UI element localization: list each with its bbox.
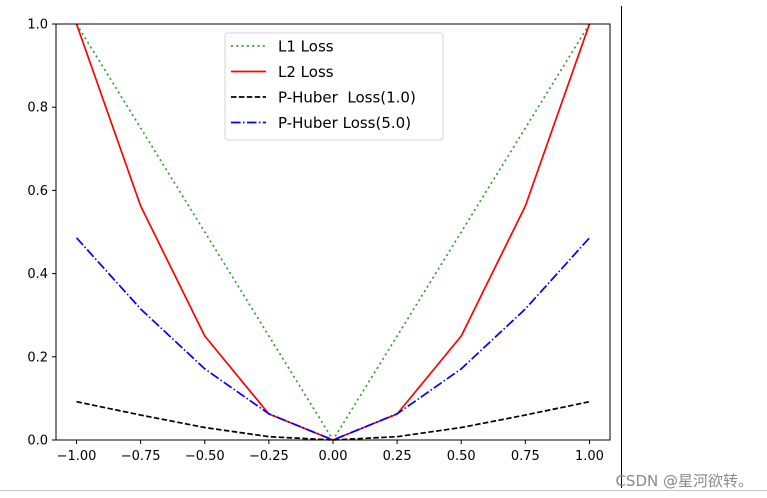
legend-label-4: P-Huber Loss(5.0): [278, 114, 411, 132]
x-tick-label: −0.25: [249, 449, 289, 464]
axes-layer: −1.00 −0.75 −0.50 −0.25 0.00 0.25 0.50 0.75 1.00…: [27, 18, 611, 464]
x-tick-label: 0.25: [383, 449, 412, 464]
x-tick-label: −1.00: [57, 449, 97, 464]
y-tick-label: 0.0: [27, 434, 48, 449]
y-tick-label: 0.4: [27, 267, 48, 282]
x-tick-label: 1.00: [575, 449, 604, 464]
x-tick-label: −0.75: [121, 449, 161, 464]
page-divider-vertical: [621, 6, 622, 488]
x-tick-label: 0.00: [319, 449, 348, 464]
series-line-3: [76, 400, 590, 441]
legend-box: [224, 32, 444, 141]
x-tick-label: 0.50: [447, 449, 476, 464]
y-tick-label: 0.8: [27, 101, 48, 116]
legend-label-2: L2 Loss: [278, 63, 334, 81]
csdn-watermark: CSDN @星河欲转。: [615, 472, 753, 490]
x-tick-label: 0.75: [511, 449, 540, 464]
y-tick-label: 1.0: [27, 18, 48, 33]
legend: L1 Loss L2 Loss P-Huber Loss(1.0) P-Huber L…: [224, 32, 444, 141]
page-divider-horizontal: [0, 490, 767, 491]
x-tick-label: −0.50: [185, 449, 225, 464]
legend-label-3: P-Huber Loss(1.0): [278, 89, 416, 107]
legend-label-1: L1 Loss: [278, 38, 334, 56]
y-tick-label: 0.2: [27, 350, 48, 365]
y-tick-label: 0.6: [27, 184, 48, 199]
